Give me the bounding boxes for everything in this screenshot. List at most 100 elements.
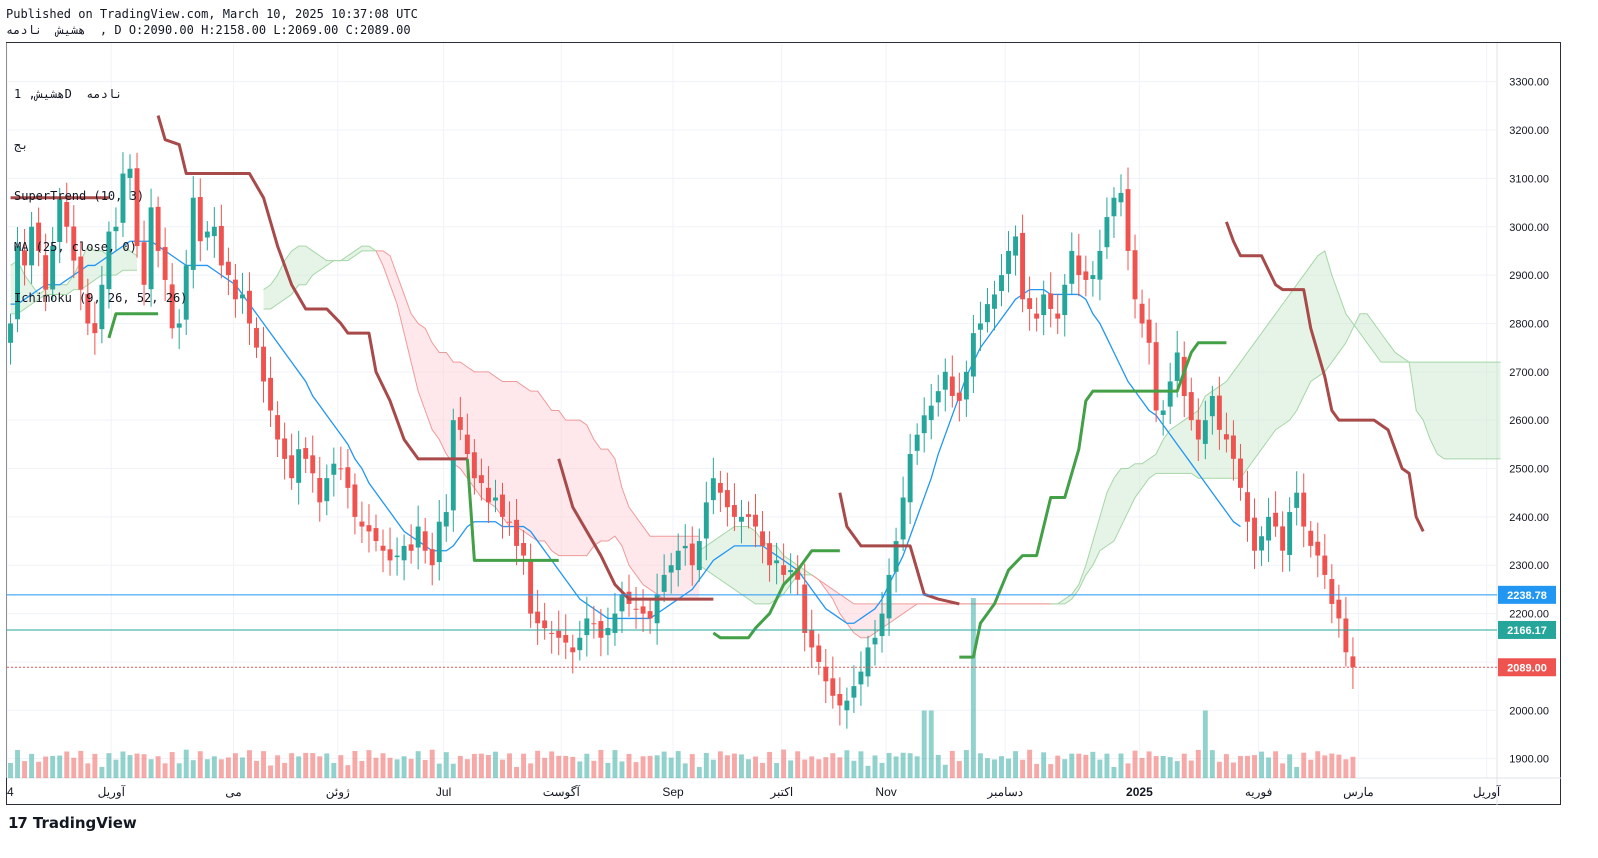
volume-bar	[64, 751, 70, 778]
ichimoku-cloud-bull	[1050, 250, 1501, 604]
candle-body	[661, 574, 667, 592]
volume-bar	[753, 756, 758, 778]
volume-bar	[1111, 767, 1117, 778]
volume-bar	[29, 753, 35, 778]
candle-body	[682, 545, 688, 549]
volume-bar	[1132, 750, 1138, 778]
volume-bar	[1125, 763, 1131, 778]
volume-bar	[865, 765, 871, 778]
legend-ichimoku[interactable]: Ichimoku (9, 26, 52, 26)	[14, 291, 188, 305]
candle-body	[717, 483, 723, 493]
candle-body	[591, 623, 597, 625]
legend-supertrend[interactable]: SuperTrend (10, 3)	[14, 189, 145, 203]
candle-body	[57, 197, 63, 243]
volume-bar	[921, 710, 927, 778]
volume-bar	[724, 755, 730, 778]
volume-bar	[521, 753, 527, 778]
volume-bar	[507, 753, 512, 778]
candle-body	[514, 519, 520, 546]
candle-body	[310, 455, 316, 474]
legend-market: بج	[14, 138, 29, 152]
volume-bar	[1350, 756, 1356, 778]
candle-body	[879, 613, 885, 637]
candle-body	[225, 261, 231, 276]
tradingview-logo[interactable]: 17 TradingView	[8, 814, 137, 832]
time-tick-label: 2025	[1126, 785, 1153, 799]
candle-body	[148, 207, 154, 290]
volume-bar	[689, 754, 695, 778]
candle-body	[992, 294, 997, 309]
volume-bar	[1181, 753, 1187, 778]
volume-bar	[197, 751, 203, 778]
volume-bar	[303, 752, 309, 778]
volume-bar	[935, 754, 941, 778]
candle-body	[851, 686, 857, 698]
last-price-label: 2089.00	[1507, 662, 1547, 674]
candle-body	[422, 531, 428, 551]
supertrend-down-line	[557, 458, 714, 601]
volume-bar	[781, 749, 787, 778]
volume-bar	[1223, 754, 1229, 778]
candle-body	[261, 346, 266, 382]
volume-bar	[802, 759, 808, 778]
supertrend-down-line	[156, 115, 468, 461]
candle-body	[956, 392, 962, 401]
time-tick-label: ژوئن	[326, 785, 350, 799]
legend-symbol[interactable]: هشیش, 1D نادمه	[14, 87, 123, 101]
candle-body	[753, 514, 758, 527]
volume-bar	[1104, 753, 1110, 778]
candle-body	[1090, 275, 1096, 280]
candle-body	[584, 618, 590, 636]
volume-bar	[141, 754, 147, 778]
candle-body	[1062, 284, 1068, 316]
volume-bar	[493, 751, 498, 778]
candle-body	[1097, 250, 1103, 280]
volume-bar	[176, 763, 182, 778]
candle-body	[296, 449, 302, 483]
volume-bar	[1294, 766, 1300, 778]
volume-bar	[450, 763, 456, 778]
legend-ma[interactable]: MA (25, close, 0)	[14, 240, 137, 254]
time-tick-label: دسامبر	[986, 785, 1023, 799]
candle-body	[450, 420, 456, 511]
ichimoku-span-b	[10, 269, 138, 315]
supertrend-down-line	[1225, 221, 1425, 533]
volume-bar	[570, 756, 576, 778]
candle-body	[197, 197, 203, 242]
candle-body	[120, 173, 126, 223]
candle-body	[633, 608, 639, 610]
volume-bar	[261, 751, 266, 778]
volume-bar	[1188, 760, 1194, 778]
volume-bar	[1013, 751, 1019, 778]
candle-body	[788, 570, 794, 573]
volume-bar	[823, 757, 829, 778]
candle-body	[162, 247, 168, 280]
volume-bar	[254, 760, 259, 778]
candle-body	[408, 544, 414, 551]
volume-bar	[738, 754, 744, 778]
volume-bar	[1259, 751, 1265, 778]
volume-bar	[1287, 754, 1293, 778]
candle-body	[1230, 435, 1236, 459]
candle-body	[1301, 492, 1307, 527]
volume-bar	[1118, 753, 1124, 778]
candle-body	[85, 293, 91, 324]
volume-bar	[310, 753, 316, 778]
volume-bar	[1230, 762, 1236, 778]
volume-bar	[992, 759, 997, 778]
candle-body	[542, 620, 548, 629]
price-level-label: 2166.17	[1507, 625, 1547, 637]
candle-body	[970, 333, 976, 377]
candle-body	[1343, 618, 1349, 653]
candle-body	[1245, 492, 1250, 522]
volume-bar	[900, 752, 906, 778]
candle-body	[724, 490, 730, 508]
volume-bar	[795, 751, 801, 778]
volume-bar	[268, 765, 274, 778]
volume-bar	[633, 762, 639, 778]
volume-bar	[963, 750, 969, 778]
tradingview-mark-icon: 17	[8, 814, 28, 832]
volume-bar	[1153, 756, 1159, 778]
volume-bar	[717, 751, 723, 778]
